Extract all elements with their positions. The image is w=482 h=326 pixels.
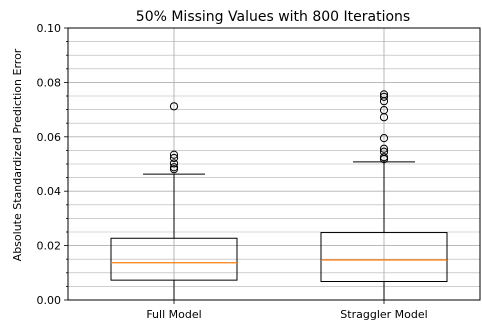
outlier-point (379, 147, 389, 156)
outlier-point (379, 153, 389, 162)
y-tick-label: 0.04 (37, 185, 62, 198)
outlier-point (379, 92, 389, 101)
outlier-point (379, 90, 389, 99)
outlier-point (379, 144, 389, 153)
grid-layer (68, 27, 480, 301)
box-layer (110, 90, 448, 301)
y-axis-label: Absolute Standardized Prediction Error (11, 48, 24, 261)
iqr-box (320, 232, 448, 283)
y-tick-label: 0.10 (37, 22, 62, 35)
outlier-point (169, 159, 179, 168)
outlier-point (169, 153, 179, 163)
iqr-box (110, 237, 238, 281)
outlier-point (379, 106, 389, 115)
y-tick-label: 0.00 (37, 294, 62, 307)
y-tick-label: 0.08 (37, 76, 62, 89)
y-tick-label: 0.06 (37, 131, 62, 144)
x-tick-label: Full Model (146, 308, 201, 321)
outlier-point (379, 134, 389, 143)
axis-layer: 0.00 0.02 0.04 0.06 0.08 0.10 Full Model Stragg… (37, 22, 481, 321)
plot-frame (67, 27, 481, 301)
outlier-point (169, 163, 179, 172)
y-tick-label: 0.02 (37, 240, 62, 253)
outlier-point (169, 150, 179, 159)
outlier-point (169, 102, 179, 111)
chart-title: 50% Missing Values with 800 Iterations (136, 9, 410, 25)
x-tick-label: Straggler Model (340, 308, 427, 321)
